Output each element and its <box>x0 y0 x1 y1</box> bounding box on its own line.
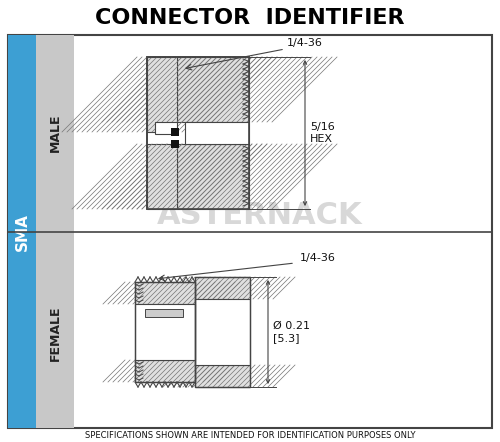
Text: 1/4-36: 1/4-36 <box>287 38 323 48</box>
Bar <box>135 304 195 360</box>
Bar <box>177 144 249 209</box>
Text: ASTERNACK: ASTERNACK <box>157 201 363 229</box>
Bar <box>155 122 177 134</box>
Bar <box>135 282 195 382</box>
Bar <box>8 35 36 428</box>
Text: 5/16
HEX: 5/16 HEX <box>310 122 335 144</box>
Bar <box>145 309 183 317</box>
Bar <box>195 365 250 387</box>
Bar <box>185 122 249 144</box>
Text: CONNECTOR  IDENTIFIER: CONNECTOR IDENTIFIER <box>95 8 405 28</box>
Text: SMA: SMA <box>14 213 30 251</box>
Bar <box>135 282 195 304</box>
Bar <box>147 57 249 209</box>
Bar <box>147 57 249 209</box>
Bar <box>195 299 250 365</box>
Text: 1/4-36: 1/4-36 <box>300 253 336 263</box>
Text: MALE: MALE <box>48 114 62 152</box>
Bar <box>195 277 250 387</box>
Bar <box>135 360 195 382</box>
Text: FEMALE: FEMALE <box>48 305 62 361</box>
Bar <box>177 57 249 122</box>
Bar <box>8 35 492 428</box>
Bar <box>171 128 179 136</box>
Bar <box>195 277 250 299</box>
Text: Ø 0.21
[5.3]: Ø 0.21 [5.3] <box>273 321 310 343</box>
Text: SPECIFICATIONS SHOWN ARE INTENDED FOR IDENTIFICATION PURPOSES ONLY: SPECIFICATIONS SHOWN ARE INTENDED FOR ID… <box>85 431 415 441</box>
Bar <box>36 35 74 428</box>
Bar <box>147 57 177 132</box>
Bar <box>171 140 179 148</box>
Bar <box>147 144 177 209</box>
